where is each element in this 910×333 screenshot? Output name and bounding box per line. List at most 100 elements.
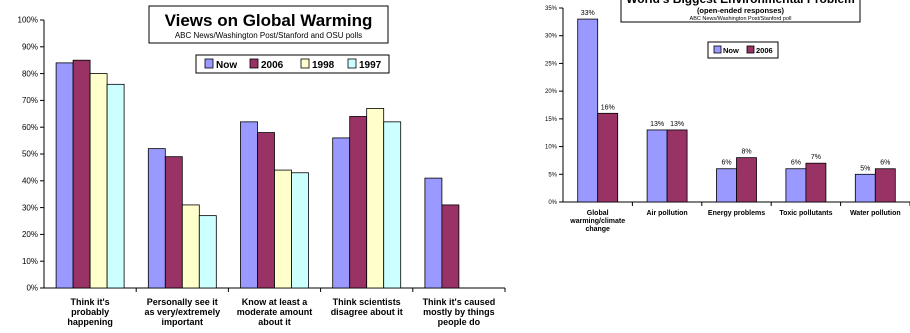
category-label: moderate amount [237,307,313,317]
data-label: 6% [721,160,731,167]
category-label: disagree about it [331,307,403,317]
legend-swatch-now [204,58,214,69]
category-label: Toxic pollutants [779,210,832,217]
bar-now-1 [646,129,668,203]
data-label: 6% [880,160,890,167]
bar-1997-2 [291,172,309,289]
category-label: probably [71,307,109,317]
chart-subtitle: ABC News/Washington Post/Stanford and OS… [175,31,362,40]
bar-1997-3 [383,121,402,289]
legend-label: Now [723,46,739,55]
bar-now-3 [332,137,351,289]
category-label: Air pollution [646,210,687,217]
bar-1998-0 [89,73,108,289]
legend-swatch-2006 [746,45,755,54]
bar-2006-4 [874,168,896,203]
bar-now-3 [785,168,807,203]
category-label: warming/climate [569,218,625,225]
data-label: 5% [860,165,870,172]
y-tick-label: 80% [22,69,38,78]
chart-subtitle: (open-ended responses) [697,6,785,15]
title-box [148,5,389,44]
category-label: people do [438,317,481,327]
data-label: 13% [670,121,684,128]
legend-label: 2006 [756,46,773,55]
legend-label: 2006 [261,60,284,71]
environment-chart-svg: 0% 5% 10% 15% 20% 25% 30% 35% 33% 16% Globalwarmin… [545,0,910,233]
title-box [620,0,861,23]
category-label: important [162,317,204,327]
bar-now-2 [716,168,737,203]
bar-now-4 [854,173,876,203]
category-label: happening [67,317,113,327]
chart-title: Views on Global Warming [165,11,373,30]
category-label: Personally see it [147,297,218,307]
bar-2006-0 [597,112,619,203]
category-label: change [585,226,610,233]
bar-now-1 [147,148,166,289]
chart-title: World's Biggest Environmental Problem [626,0,855,6]
bar-2006-1 [666,129,688,203]
bar-2006-2 [736,157,757,203]
legend-swatch-1997 [347,58,357,69]
category-label: about it [258,317,291,327]
y-tick-label: 20% [545,89,558,95]
category-label: Global [587,210,609,217]
bar-2006-0 [72,59,91,289]
category-label: Water pollution [850,210,901,217]
y-tick-label: 40% [22,176,38,185]
bar-now-2 [240,121,258,289]
data-label: 6% [791,160,801,167]
y-tick-label: 90% [22,42,38,51]
y-tick-label: 30% [22,203,38,212]
y-tick-label: 35% [545,6,558,12]
y-tick-label: 50% [22,150,38,159]
y-tick-label: 5% [548,172,557,178]
data-label: 16% [601,104,615,111]
y-tick-label: 60% [22,123,38,132]
views-chart-svg: 0% 10% 20% 30% 40% 50% 60% 70% 80% 90% 100% Think i… [18,5,506,327]
legend-swatch-2006 [249,58,259,69]
y-tick-label: 10% [545,145,558,151]
bar-now-4 [424,177,443,289]
legend-box [707,41,779,59]
legend-label: Now [216,60,237,71]
bar-1998-2 [274,169,292,289]
bar-1998-1 [181,204,200,289]
y-tick-label: 0% [548,200,557,206]
data-label: 8% [741,149,751,156]
data-label: 13% [650,121,664,128]
legend-label: 1998 [312,60,335,71]
legend-box [195,54,390,74]
bar-now-0 [577,18,599,203]
legend-label: 1997 [359,60,382,71]
y-tick-label: 100% [18,16,38,25]
bar-1997-1 [198,215,217,289]
y-tick-label: 70% [22,96,38,105]
chart-source: ABC News/Washington Post/Stanford poll [690,16,792,22]
views-on-global-warming-chart: 0% 10% 20% 30% 40% 50% 60% 70% 80% 90% 100% Think i… [18,5,506,327]
category-label: Energy problems [708,210,765,217]
category-label: mostly by things [423,307,495,317]
bar-2006-2 [257,132,275,289]
bar-1998-3 [366,108,385,289]
bar-now-0 [55,62,74,289]
legend-swatch-1998 [300,58,310,69]
category-label: Think it's [71,297,110,307]
category-label: Know at least a [242,297,309,307]
y-tick-label: 15% [545,117,558,123]
bar-1997-0 [106,83,125,289]
category-label: Think scientists [333,297,401,307]
category-label: Think it's caused [423,297,496,307]
y-tick-label: 10% [22,257,38,266]
bar-2006-1 [164,156,183,289]
y-tick-label: 0% [26,284,38,293]
legend-swatch-now [713,45,722,54]
y-tick-label: 30% [545,34,558,40]
category-label: as very/extremely [145,307,221,317]
y-tick-label: 25% [545,61,558,67]
bar-2006-3 [805,162,827,203]
environmental-problem-chart: 0% 5% 10% 15% 20% 25% 30% 35% 33% 16% Global warmin… [530,0,910,333]
bar-2006-3 [349,116,368,289]
y-tick-label: 20% [22,230,38,239]
